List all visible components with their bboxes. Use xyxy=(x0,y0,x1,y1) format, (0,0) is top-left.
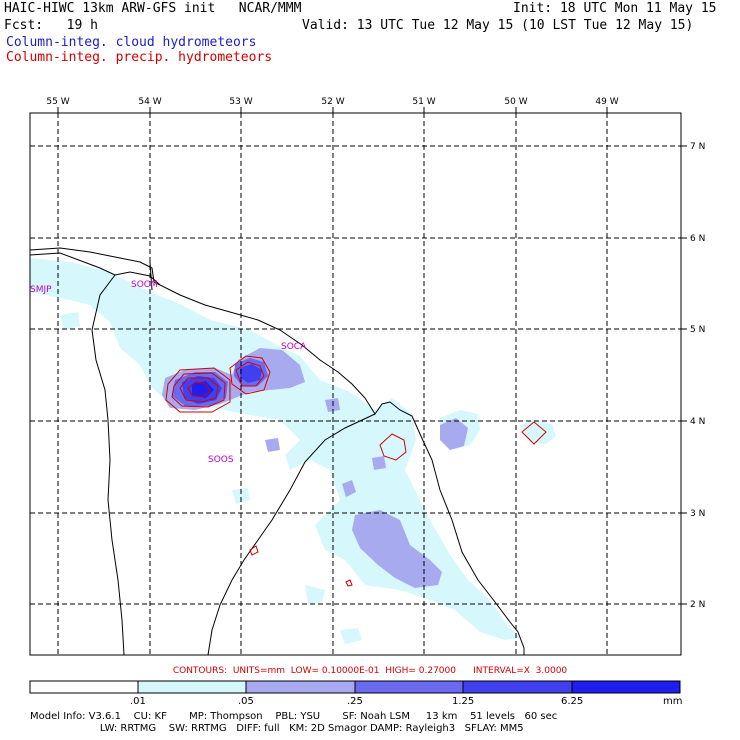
lat-label-2n: 2 N xyxy=(690,600,705,610)
colorbar-bin-5 xyxy=(572,681,680,693)
lat-label-5n: 5 N xyxy=(690,325,705,335)
graticule xyxy=(30,113,681,655)
contour-info: CONTOURS: UNITS=mm LOW= 0.10000E-01 HIGH… xyxy=(172,666,568,676)
map-frame xyxy=(29,112,682,656)
colorbar-bin-4 xyxy=(463,681,572,693)
lat-label-3n: 3 N xyxy=(690,509,705,519)
colorbar xyxy=(29,680,681,694)
lat-label-6n: 6 N xyxy=(690,234,705,244)
lon-label-54w: 54 W xyxy=(138,97,161,107)
tick-marks xyxy=(57,107,687,605)
station-soos: SOOS xyxy=(208,455,234,465)
lon-label-50w: 50 W xyxy=(504,97,527,107)
lon-label-55w: 55 W xyxy=(46,97,69,107)
colorbar-label-4: 6.25 xyxy=(561,696,584,707)
model-info-line-1: Model Info: V3.6.1 CU: KF MP: Thompson P… xyxy=(30,711,558,722)
station-socm: SOCM xyxy=(131,280,158,290)
shade-level-1 xyxy=(30,258,556,644)
lon-label-52w: 52 W xyxy=(321,97,344,107)
station-soca: SOCA xyxy=(281,342,307,352)
lon-label-49w: 49 W xyxy=(595,97,618,107)
colorbar-bin-3 xyxy=(355,681,463,693)
station-smjp: SMJP xyxy=(30,285,52,295)
valid-time: Valid: 13 UTC Tue 12 May 15 (10 LST Tue … xyxy=(302,18,694,33)
colorbar-bin-2 xyxy=(246,681,355,693)
lat-label-7n: 7 N xyxy=(690,142,705,152)
shade-level-5 xyxy=(192,381,214,398)
lon-label-51w: 51 W xyxy=(412,97,435,107)
colorbar-bin-0 xyxy=(30,681,138,693)
colorbar-units: mm xyxy=(663,696,683,707)
colorbar-label-1: .05 xyxy=(238,696,254,707)
init-time: Init: 18 UTC Mon 11 May 15 xyxy=(513,1,717,16)
colorbar-label-3: 1.25 xyxy=(452,696,475,707)
legend-precip-hydrometeors: Column-integ. precip. hydrometeors xyxy=(6,50,273,65)
colorbar-label-2: .25 xyxy=(347,696,363,707)
lon-label-53w: 53 W xyxy=(229,97,252,107)
shaded-fields xyxy=(30,258,556,644)
forecast-hour: Fcst: 19 h xyxy=(4,18,98,33)
plot-title: HAIC-HIWC 13km ARW-GFS init NCAR/MMM xyxy=(4,1,302,16)
lat-label-4n: 4 N xyxy=(690,417,705,427)
model-info-line-2: LW: RRTMG SW: RRTMG DIFF: full KM: 2D Sm… xyxy=(30,723,524,734)
precip-contours xyxy=(165,355,547,587)
colorbar-label-0: .01 xyxy=(130,696,146,707)
colorbar-bin-1 xyxy=(138,681,246,693)
legend-cloud-hydrometeors: Column-integ. cloud hydrometeors xyxy=(6,35,257,50)
coastline xyxy=(30,247,525,655)
